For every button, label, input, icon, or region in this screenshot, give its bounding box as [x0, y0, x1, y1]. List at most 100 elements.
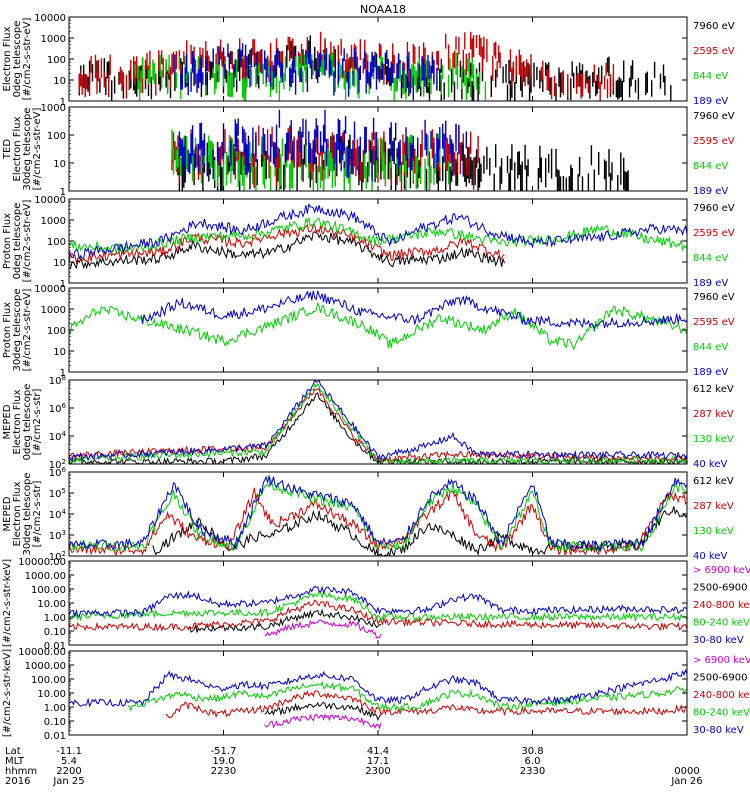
y-tick-label: 10000 [34, 284, 66, 295]
series-line-7-4 [69, 590, 687, 623]
y-tick-label: 1000 [41, 305, 66, 316]
y-tick-label: 10.00 [37, 689, 66, 700]
panel-7-data [69, 585, 687, 639]
legend-label: 844 eV [693, 342, 728, 353]
legend-label: 7960 eV [693, 203, 735, 214]
panel-2: 1000 100 10 1 TED Electron Flux 30deg telescop… [2, 103, 735, 198]
panel-frame [68, 560, 688, 646]
y-tick-label: 1 [60, 97, 66, 108]
y-tick-label: 10 [53, 347, 66, 358]
series-line-7-5 [69, 585, 687, 619]
panel-2-data [171, 109, 629, 191]
x-tick-label: 30.8 [521, 746, 543, 757]
x-axis-row-label: hhmm [5, 766, 37, 777]
series-line-1-4 [174, 43, 442, 101]
legend-label: 612 keV [693, 384, 734, 395]
panel-frame [68, 650, 688, 736]
panel-6-data [69, 475, 687, 556]
y-axis-label: [#/cm2-s-str-eV] [22, 200, 33, 283]
series-line-4-2 [140, 290, 687, 330]
series-line-8-4 [127, 680, 687, 713]
y-tick-label: 0.10 [44, 627, 66, 638]
y-tick-label: 10000 [34, 13, 66, 24]
legend-label: 2595 eV [693, 317, 735, 328]
y-tick-label: 1000 [41, 216, 66, 227]
legend-label: 189 eV [693, 278, 728, 289]
y-tick-label: 100.00 [31, 585, 66, 596]
x-tick-label: -51.7 [211, 746, 237, 757]
x-tick-label: -11.1 [56, 746, 82, 757]
x-tick-label: 19.0 [212, 756, 234, 767]
y-axis-label: 0deg telescope [22, 384, 33, 461]
y-tick-label: 1.00 [44, 613, 66, 624]
series-line-8-2 [264, 701, 382, 721]
y-tick-label: 105 [49, 487, 66, 500]
y-axis-label: 0deg telescope [12, 203, 23, 280]
y-tick-label: 1000 [41, 34, 66, 45]
y-axis-label: MEPED [2, 404, 13, 439]
x-tick-label: 5.4 [61, 756, 77, 767]
series-line-1-2 [78, 31, 615, 101]
panel-8-data [69, 668, 687, 730]
y-axis-label: TED [2, 139, 13, 160]
series-line-7-3 [69, 599, 687, 632]
series-line-6-4 [69, 475, 687, 554]
y-tick-label: 1000.00 [25, 571, 66, 582]
y-axis-label: [#/cm2-s-str-eV] [22, 289, 33, 372]
y-axis-label: [#/cm2-s-str] [32, 480, 43, 547]
series-line-3-4 [69, 202, 687, 260]
legend-label: 7960 eV [693, 292, 735, 303]
legend-label: 844 eV [693, 71, 728, 82]
panel-1: 10000 1000 100 10 1 Electron Flux 0deg telesco… [2, 13, 735, 108]
y-axis-label: Electron Flux [12, 116, 23, 181]
y-tick-label: 104 [49, 430, 67, 443]
series-line-3-2 [69, 223, 505, 265]
y-axis-label: 30deg telescope [22, 107, 33, 190]
legend-label: 130 keV [693, 526, 734, 537]
series-line-7-2 [189, 608, 382, 634]
y-tick-label: 10 [53, 258, 66, 269]
y-axis-label: 0deg telescope [12, 21, 23, 98]
panel-7: 10000.00 1000.00 100.00 10.00 1.00 0.10 0.01 [#… [2, 557, 750, 652]
legend-label: 612 keV [693, 476, 734, 487]
series-line-8-1 [264, 713, 382, 730]
panel-5-data [69, 380, 687, 464]
series-line-5-2 [69, 387, 687, 464]
x-tick-label: 0000 [674, 766, 699, 777]
y-tick-label: 0.10 [44, 717, 66, 728]
legend-label: 844 eV [693, 161, 728, 172]
legend-label: 844 eV [693, 253, 728, 264]
legend-label: > 6900 keV [693, 565, 750, 576]
y-tick-label: 1.00 [44, 703, 66, 714]
y-axis-label: Proton Flux [2, 213, 13, 269]
series-line-7-1 [264, 619, 382, 639]
legend-label: 7960 eV [693, 21, 735, 32]
legend-label: 2500-6900 [693, 583, 748, 594]
y-tick-label: 1 [60, 279, 66, 290]
y-tick-label: 100 [47, 131, 66, 142]
legend-label: 130 keV [693, 434, 734, 445]
legend-label: 189 eV [693, 367, 728, 378]
y-tick-label: 100 [47, 237, 66, 248]
y-axis-label: Proton Flux [2, 302, 13, 358]
y-tick-label: 1000.00 [25, 661, 66, 672]
legend-label: 7960 eV [693, 111, 735, 122]
legend-label: 2595 eV [693, 136, 735, 147]
legend-label: 240-800 ke [693, 690, 750, 701]
x-axis-row-label: Lat [5, 746, 21, 757]
x-tick-label: 2200 [56, 766, 81, 777]
series-line-3-1 [69, 231, 505, 270]
panel-4: 10000 1000 100 10 1 Proton Flux 30deg telescop… [2, 284, 735, 379]
legend-label: 80-240 keV [693, 618, 750, 629]
x-tick-label: 2230 [211, 766, 236, 777]
y-tick-label: 104 [49, 508, 67, 521]
y-axis-label: MEPED [2, 496, 13, 531]
y-tick-label: 100 [47, 326, 66, 337]
legend-label: 287 keV [693, 409, 734, 420]
series-line-4-1 [69, 301, 687, 351]
y-tick-label: 103 [49, 529, 66, 542]
x-tick-label: 17.1 [367, 756, 389, 767]
legend-label: > 6900 keV [693, 655, 750, 666]
